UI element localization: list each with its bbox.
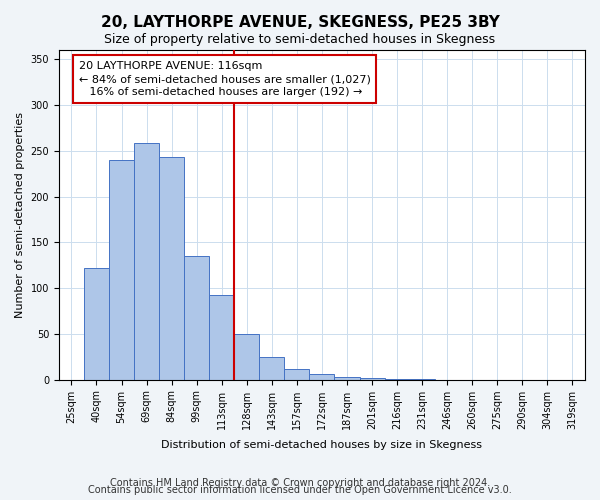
Bar <box>385 379 410 380</box>
Bar <box>359 378 385 380</box>
Bar <box>84 268 109 380</box>
Bar <box>234 334 259 380</box>
Bar <box>310 374 334 380</box>
Bar <box>259 357 284 380</box>
Bar <box>184 256 209 380</box>
Text: 20, LAYTHORPE AVENUE, SKEGNESS, PE25 3BY: 20, LAYTHORPE AVENUE, SKEGNESS, PE25 3BY <box>101 15 499 30</box>
Text: Contains HM Land Registry data © Crown copyright and database right 2024.: Contains HM Land Registry data © Crown c… <box>110 478 490 488</box>
Bar <box>109 160 134 380</box>
Text: Contains public sector information licensed under the Open Government Licence v3: Contains public sector information licen… <box>88 485 512 495</box>
Text: 20 LAYTHORPE AVENUE: 116sqm
← 84% of semi-detached houses are smaller (1,027)
  : 20 LAYTHORPE AVENUE: 116sqm ← 84% of sem… <box>79 61 371 98</box>
X-axis label: Distribution of semi-detached houses by size in Skegness: Distribution of semi-detached houses by … <box>161 440 482 450</box>
Bar <box>159 157 184 380</box>
Y-axis label: Number of semi-detached properties: Number of semi-detached properties <box>15 112 25 318</box>
Text: Size of property relative to semi-detached houses in Skegness: Size of property relative to semi-detach… <box>104 32 496 46</box>
Bar <box>334 377 359 380</box>
Bar <box>209 294 234 380</box>
Bar <box>410 379 434 380</box>
Bar <box>134 144 159 380</box>
Bar <box>284 368 310 380</box>
